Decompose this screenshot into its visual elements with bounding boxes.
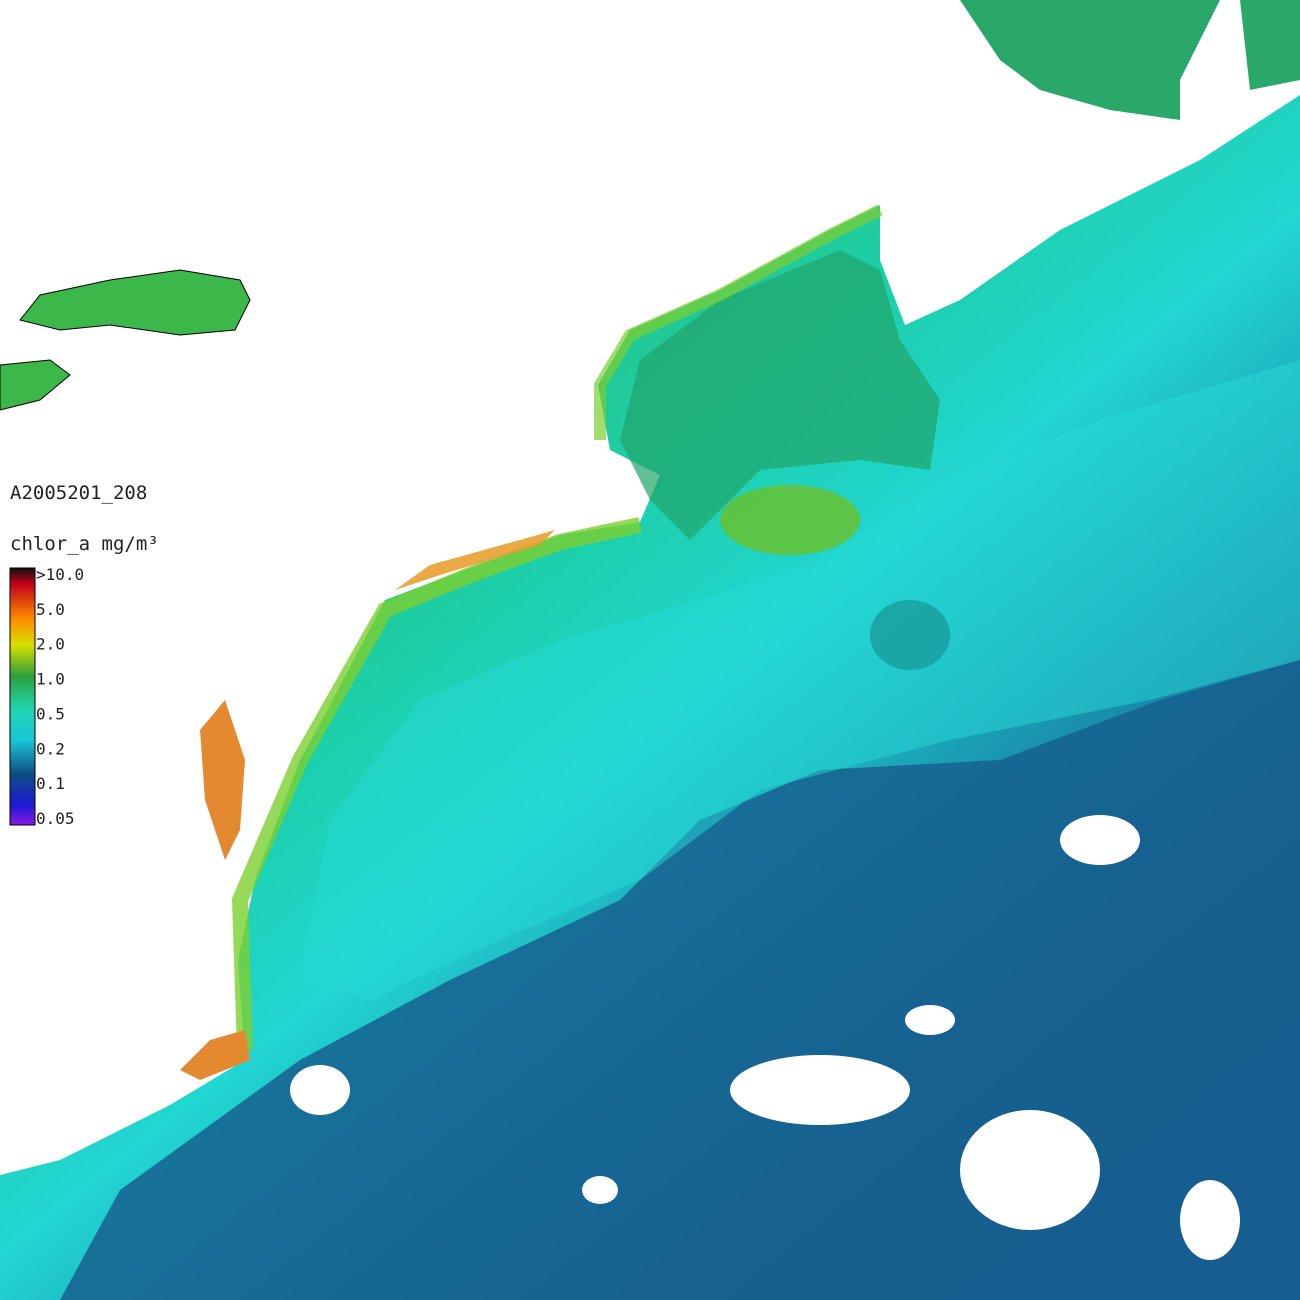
legend-label: 0.05	[36, 809, 75, 828]
legend-label: 0.1	[36, 774, 65, 793]
cloud	[960, 1110, 1100, 1230]
cloud	[1060, 815, 1140, 865]
color-bar	[9, 567, 36, 826]
gulf-of-maine	[620, 250, 940, 540]
estuary	[200, 700, 245, 860]
legend-label: 1.0	[36, 670, 65, 689]
georges-bank	[720, 485, 860, 555]
legend-labels: >10.0 5.0 2.0 1.0 0.5 0.2 0.1 0.05	[36, 565, 84, 828]
lake	[0, 359, 71, 411]
cloud	[290, 1065, 350, 1115]
cyan-swath	[300, 360, 1300, 1000]
coastal-band	[594, 204, 883, 440]
cloud	[1180, 1180, 1240, 1260]
long-island-sound	[395, 530, 555, 590]
cloud	[730, 1055, 910, 1125]
lake	[19, 269, 251, 336]
image-title: A2005201_208	[10, 482, 147, 504]
legend-label: 2.0	[36, 635, 65, 654]
eddy	[870, 600, 950, 670]
cloud	[905, 1005, 955, 1035]
coastal-band	[231, 517, 642, 1051]
gulf-st-lawrence	[960, 0, 1220, 120]
unit-label: chlor_a mg/m³	[10, 533, 159, 555]
legend-label: 0.5	[36, 704, 65, 723]
gulf-st-lawrence	[1240, 0, 1300, 90]
legend-label: 5.0	[36, 600, 65, 619]
legend: A2005201_208 chlor_a mg/m³ >10.0 5.0 2.0 1.…	[9, 482, 159, 828]
estuary	[180, 1030, 250, 1080]
cloud	[582, 1176, 618, 1204]
legend-label: 0.2	[36, 739, 65, 758]
legend-label: >10.0	[36, 565, 84, 584]
clouds	[290, 815, 1240, 1260]
